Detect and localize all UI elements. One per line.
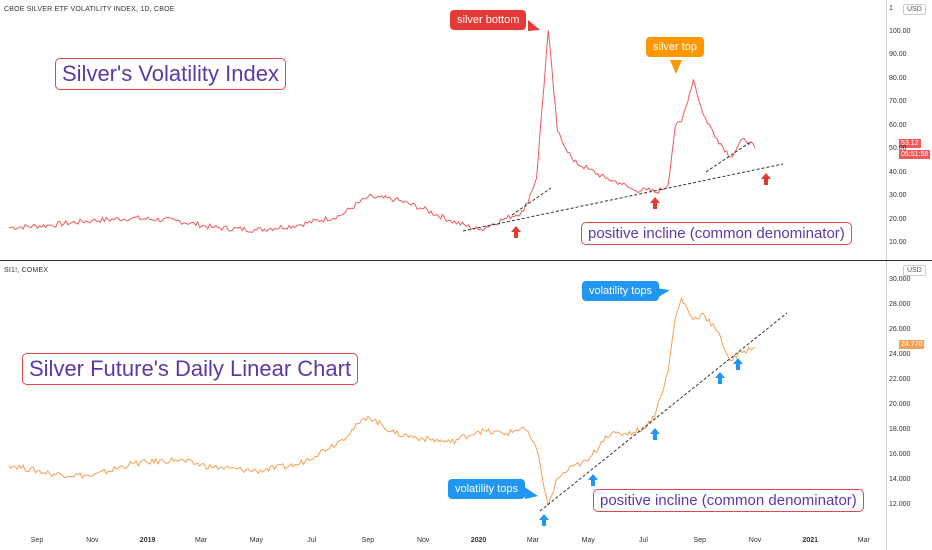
y-tick-label: 90.00 <box>889 51 907 58</box>
y-tick-label: 50.00 <box>889 145 907 152</box>
silver-support-trendline <box>539 312 788 512</box>
y-tick-label: 80.00 <box>889 74 907 82</box>
x-tick-label: 2020 <box>470 537 487 544</box>
vix-last-price-tag: 53.12 <box>899 139 921 148</box>
price-axis-top[interactable] <box>886 0 887 260</box>
y-tick-label: 14.000 <box>889 476 911 483</box>
y-tick-label: 12.000 <box>889 501 911 508</box>
up-arrow-icon <box>539 514 549 526</box>
y-tick-label: 20.000 <box>889 401 911 408</box>
x-tick-label: Nov <box>86 537 99 544</box>
x-tick-label: Sep <box>30 537 44 544</box>
silver-bottom-callout: silver bottom <box>450 10 527 30</box>
up-arrow-icon <box>761 173 771 185</box>
callout-pointer <box>670 60 682 74</box>
vix-top-tick-label: 1 <box>889 5 893 12</box>
x-tick-label: May <box>581 537 595 544</box>
volatility-tops-callout-lower: volatility tops <box>448 479 525 499</box>
y-tick-label: 26.000 <box>889 326 911 333</box>
up-arrow-icon <box>733 358 743 370</box>
x-tick-label: Jul <box>307 537 317 544</box>
up-arrow-icon <box>650 197 660 209</box>
vix-title-box: Silver's Volatility Index <box>55 58 286 90</box>
up-arrow-icon <box>588 474 598 486</box>
currency-badge-top[interactable]: USD <box>903 4 926 15</box>
y-tick-label: 30.000 <box>889 276 911 283</box>
x-tick-label: 2021 <box>802 537 819 544</box>
y-tick-label: 40.00 <box>889 168 907 176</box>
y-tick-label: 10.00 <box>889 239 907 246</box>
x-tick-label: Nov <box>748 537 762 544</box>
price-axis-bottom[interactable] <box>886 261 887 550</box>
silver-series-line <box>8 297 756 507</box>
pane-divider[interactable] <box>0 260 932 261</box>
y-tick-label: 20.00 <box>889 215 907 223</box>
y-tick-label: 60.00 <box>889 121 907 129</box>
x-tick-label: Sep <box>693 537 706 544</box>
x-tick-label: 2019 <box>139 537 156 544</box>
silver-incline-box: positive incline (common denominator) <box>593 489 864 512</box>
y-tick-label: 70.00 <box>889 98 907 105</box>
vix-support-trendline <box>462 163 784 232</box>
up-arrow-icon <box>511 226 521 238</box>
x-tick-label: May <box>249 537 263 544</box>
y-tick-label: 100.00 <box>889 27 911 35</box>
silver-top-callout: silver top <box>646 37 705 57</box>
up-arrow-icon <box>715 372 725 384</box>
x-tick-label: Nov <box>416 537 430 544</box>
vix-countdown-tag: 05:51:58 <box>899 150 931 159</box>
callout-pointer <box>523 486 538 499</box>
y-tick-label: 18.000 <box>889 426 911 433</box>
x-tick-label: Mar <box>526 537 539 544</box>
vix-oct-trendline <box>705 140 753 173</box>
y-tick-label: 28.000 <box>889 301 911 308</box>
y-tick-label: 22.000 <box>889 376 911 383</box>
up-arrow-icon <box>650 428 660 440</box>
x-tick-label: Mar <box>857 537 870 544</box>
volatility-tops-callout-upper: volatility tops <box>582 281 659 301</box>
currency-badge-bottom[interactable]: USD <box>903 265 926 276</box>
y-tick-label: 30.00 <box>889 192 907 199</box>
y-tick-label: 24.000 <box>889 351 911 358</box>
x-tick-label: Mar <box>195 537 208 544</box>
x-tick-label: Jul <box>639 537 648 544</box>
y-tick-label: 16.000 <box>889 451 911 458</box>
x-tick-label: Sep <box>361 537 375 544</box>
vix-series-line <box>8 30 756 233</box>
callout-pointer <box>528 20 540 31</box>
silver-pane-header: SI1!, COMEX <box>4 267 49 274</box>
silver-last-price-tag: 24.770 <box>899 340 925 349</box>
vix-incline-box: positive incline (common denominator) <box>581 222 852 245</box>
vix-pane-header: CBOE SILVER ETF VOLATILITY INDEX, 1D, CB… <box>4 6 175 13</box>
silver-title-box: Silver Future's Daily Linear Chart <box>22 353 359 385</box>
callout-pointer <box>655 288 670 298</box>
vix-march-trendline <box>511 187 552 216</box>
